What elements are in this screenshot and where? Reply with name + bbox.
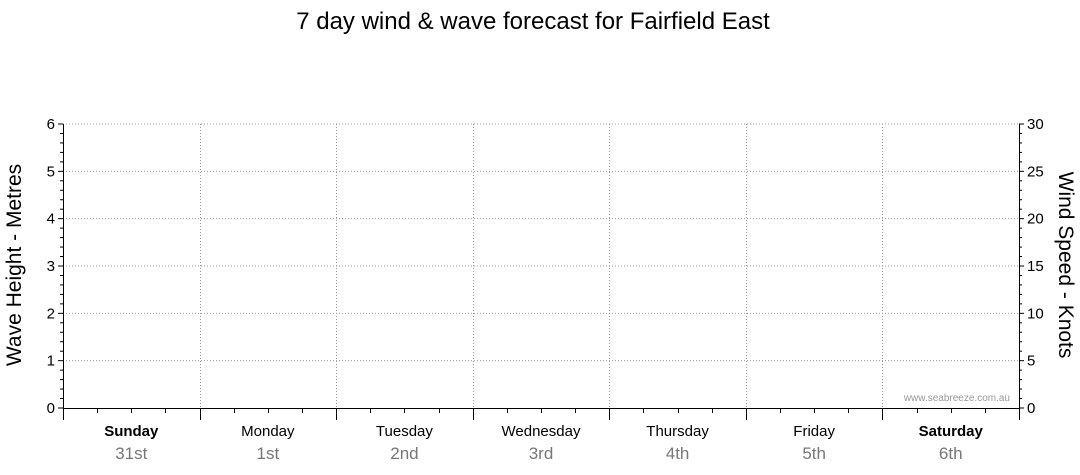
day-name-label: Thursday — [646, 423, 709, 440]
left-tick-label: 1 — [47, 353, 55, 370]
left-tick-label: 5 — [47, 163, 55, 180]
day-date-label: 6th — [939, 444, 963, 463]
left-axis-title: Wave Height - Metres — [3, 164, 26, 366]
day-name-label: Sunday — [104, 423, 159, 440]
left-tick-label: 3 — [47, 258, 55, 275]
chart-title: 7 day wind & wave forecast for Fairfield… — [296, 8, 770, 35]
right-tick-label: 5 — [1027, 353, 1035, 370]
day-date-label: 4th — [666, 444, 690, 463]
right-tick-label: 30 — [1027, 116, 1044, 133]
watermark: www.seabreeze.com.au — [903, 393, 1010, 404]
axes — [58, 123, 1024, 420]
right-tick-label: 15 — [1027, 258, 1044, 275]
left-tick-label: 0 — [47, 400, 55, 417]
day-date-label: 3rd — [529, 444, 554, 463]
day-name-label: Friday — [793, 423, 835, 440]
day-date-label: 5th — [802, 444, 826, 463]
right-tick-label: 10 — [1027, 305, 1044, 322]
day-date-label: 2nd — [390, 444, 418, 463]
left-tick-label: 6 — [47, 116, 55, 133]
day-labels: Sunday 31st Monday 1st Tuesday 2nd Wednesday 3r… — [104, 423, 983, 463]
day-date-label: 31st — [115, 444, 147, 463]
day-name-label: Monday — [241, 423, 295, 440]
right-tick-label: 0 — [1027, 400, 1035, 417]
left-tick-label: 2 — [47, 305, 55, 322]
day-name-label: Tuesday — [376, 423, 433, 440]
day-date-label: 1st — [257, 444, 280, 463]
tick-labels: 0 1 2 3 4 5 6 0 5 10 15 20 25 30 — [47, 116, 1044, 417]
day-name-label: Wednesday — [502, 423, 581, 440]
right-tick-label: 20 — [1027, 211, 1044, 228]
right-axis-title: Wind Speed - Knots — [1054, 172, 1077, 359]
right-tick-label: 25 — [1027, 163, 1044, 180]
left-tick-label: 4 — [47, 211, 55, 228]
grid-lines — [63, 123, 1019, 408]
day-name-label: Saturday — [919, 423, 984, 440]
